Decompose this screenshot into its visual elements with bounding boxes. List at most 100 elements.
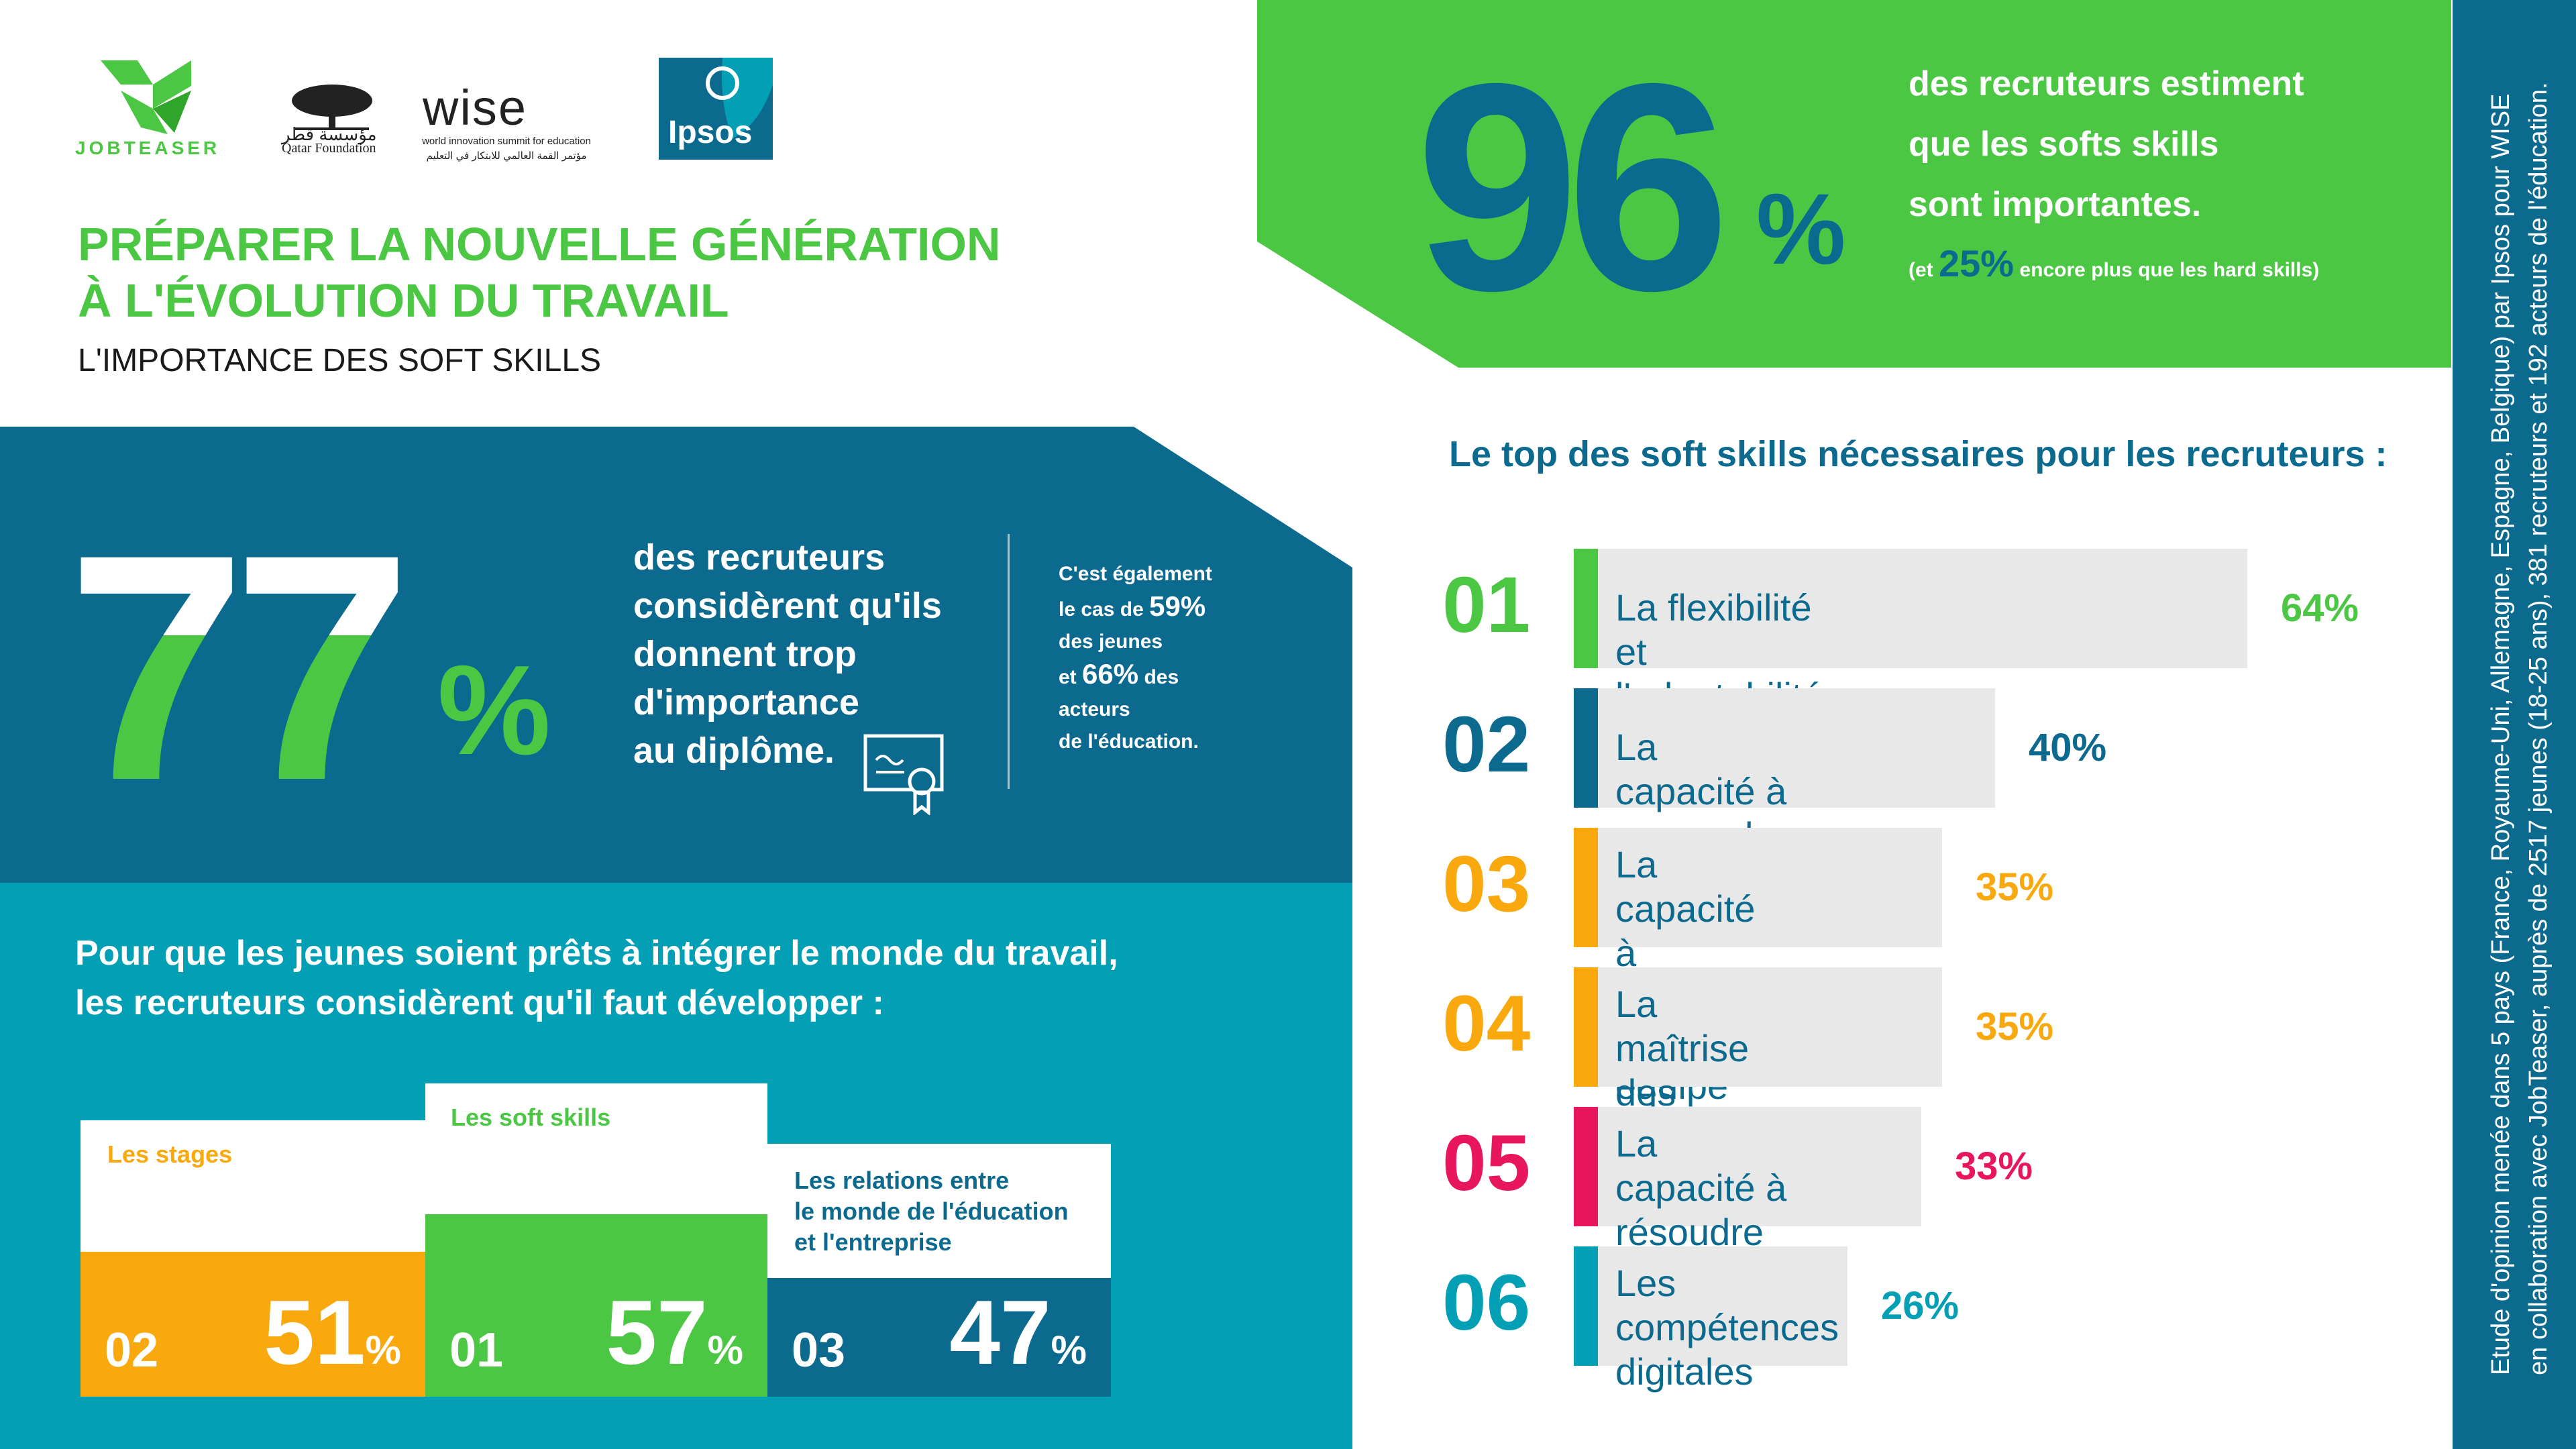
stat-96-note: (et 25% encore plus que les hard skills) xyxy=(1909,241,2319,285)
side-line2: le cas de 59% xyxy=(1059,590,1260,626)
skill-bar xyxy=(1574,1107,1921,1226)
skill-value-label: 35% xyxy=(1976,1005,2054,1049)
skill-label-line1: La capacité à résoudre xyxy=(1615,1122,1787,1253)
develop-card-label: Les relations entre le monde de l'éducat… xyxy=(794,1165,1069,1258)
skills-chart-title: Le top des soft skills nécessaires pour … xyxy=(1449,434,2387,474)
develop-card-number: 47 xyxy=(949,1281,1051,1383)
stat-96-note-prefix: (et xyxy=(1909,259,1933,281)
skill-bar xyxy=(1574,688,1995,808)
stat-77-percent: % xyxy=(437,639,551,782)
stat-96-number: 96 xyxy=(1415,23,1730,352)
develop-card-relations: Les relations entre le monde de l'éducat… xyxy=(767,1144,1111,1397)
page-subtitle: L'IMPORTANCE DES SOFT SKILLS xyxy=(78,343,602,378)
side-line4-c: des xyxy=(1144,666,1179,688)
develop-card-rank: 02 xyxy=(105,1324,159,1377)
develop-card-value: 51% xyxy=(264,1287,401,1378)
develop-card-value: 57% xyxy=(606,1287,743,1378)
develop-card-rank: 01 xyxy=(449,1324,504,1377)
methodology-strip xyxy=(2453,0,2576,1449)
methodology-line1: Etude d'opinion menée dans 5 pays (Franc… xyxy=(2487,93,2515,1375)
skill-value-label: 35% xyxy=(1976,865,2054,909)
develop-title-line2: les recruteurs considèrent qu'il faut dé… xyxy=(75,983,884,1022)
develop-card-label-line3: et l'entreprise xyxy=(794,1228,952,1256)
side-line1: C'est également xyxy=(1059,563,1212,585)
skill-bar-accent xyxy=(1574,688,1598,808)
stat-77-line2: considèrent qu'ils xyxy=(633,586,942,626)
skill-rank: 06 xyxy=(1442,1258,1531,1347)
ipsos-logo-icon xyxy=(659,58,773,160)
qatar-foundation-arabic: مؤسسة قطر xyxy=(282,124,377,144)
develop-card-label-line1: Les relations entre xyxy=(794,1167,1010,1194)
develop-card-rank: 03 xyxy=(792,1324,846,1377)
develop-card-number: 51 xyxy=(264,1281,366,1383)
develop-card-label: Les stages xyxy=(107,1140,233,1168)
develop-card-value: 47% xyxy=(949,1287,1087,1378)
side-line2-value: 59% xyxy=(1149,590,1206,622)
stat-96-note-suffix: encore plus que les hard skills) xyxy=(2019,259,2320,281)
stat-96-note-value: 25% xyxy=(1939,242,2015,284)
skill-value-label: 33% xyxy=(1955,1144,2033,1188)
develop-card-percent-sign: % xyxy=(1051,1328,1087,1373)
skill-label: Les compétences digitales xyxy=(1615,1261,1839,1394)
develop-card-bar: 03 47% xyxy=(767,1278,1111,1397)
skill-bar xyxy=(1574,549,2247,668)
stat-77-number: 77 xyxy=(67,487,412,847)
skill-bar-accent xyxy=(1574,1107,1598,1226)
stat-77-text: des recruteurs considèrent qu'ils donnen… xyxy=(633,533,982,775)
skill-value-label: 26% xyxy=(1881,1284,1960,1328)
develop-card-soft-skills: Les soft skills 01 57% xyxy=(425,1083,767,1397)
qatar-foundation-tree-icon xyxy=(292,85,372,130)
develop-card-number: 57 xyxy=(606,1281,708,1383)
skill-rank: 01 xyxy=(1442,561,1531,649)
side-line6: de l'éducation. xyxy=(1059,731,1199,753)
ipsos-wordmark: Ipsos xyxy=(668,115,753,150)
methodology-line2: en collaboration avec JobTeaser, auprès … xyxy=(2524,82,2553,1376)
stat-96-line2: que les softs skills xyxy=(1909,125,2219,164)
side-line4-a: et xyxy=(1059,666,1077,688)
wise-subtitle: world innovation summit for education مؤ… xyxy=(413,134,600,164)
diploma-icon xyxy=(863,734,944,815)
develop-card-label: Les soft skills xyxy=(451,1104,611,1131)
page-title: PRÉPARER LA NOUVELLE GÉNÉRATION À L'ÉVOL… xyxy=(78,216,1000,329)
stat-77-line1: des recruteurs xyxy=(633,537,885,578)
wise-subtitle-ar: مؤتمر القمة العالمي للابتكار في التعليم xyxy=(426,150,587,162)
side-line2-a: le cas de xyxy=(1059,598,1144,621)
skill-bar xyxy=(1574,828,1942,947)
side-line4: et 66% des xyxy=(1059,658,1260,694)
develop-card-bar: 02 51% xyxy=(80,1252,425,1397)
skill-label-line1: La maîtrise des xyxy=(1615,983,1750,1114)
skill-label-line1: Les compétences xyxy=(1615,1262,1839,1348)
stat-96-text: des recruteurs estiment que les softs sk… xyxy=(1909,54,2378,235)
stat-77-line4: d'importance xyxy=(633,682,859,722)
skill-rank: 04 xyxy=(1442,979,1531,1068)
page-title-line2: À L'ÉVOLUTION DU TRAVAIL xyxy=(78,274,729,327)
jobteaser-logo-icon xyxy=(101,60,191,134)
skill-rank: 03 xyxy=(1442,840,1531,928)
skill-bar-accent xyxy=(1574,967,1598,1087)
page-title-line1: PRÉPARER LA NOUVELLE GÉNÉRATION xyxy=(78,218,1001,270)
skill-rank: 05 xyxy=(1442,1119,1531,1208)
develop-card-percent-sign: % xyxy=(365,1328,401,1373)
skill-bar-accent xyxy=(1574,549,1598,668)
wise-wordmark: wise xyxy=(423,80,528,136)
green-stat-panel xyxy=(1257,0,2451,368)
skill-value-label: 64% xyxy=(2281,586,2359,630)
side-line5: acteurs xyxy=(1059,698,1130,720)
skill-bar-accent xyxy=(1574,1246,1598,1366)
develop-title: Pour que les jeunes soient prêts à intég… xyxy=(75,928,1283,1028)
side-line4-value: 66% xyxy=(1082,658,1139,690)
vertical-divider xyxy=(1008,534,1010,789)
wise-subtitle-en: world innovation summit for education xyxy=(422,136,591,147)
stat-96-percent: % xyxy=(1756,172,1846,285)
methodology-note: Etude d'opinion menée dans 5 pays (Franc… xyxy=(2482,34,2557,1376)
develop-card-bar: 01 57% xyxy=(425,1214,767,1397)
stat-77-side-note: C'est également le cas de 59% des jeunes… xyxy=(1059,558,1260,758)
skill-value-label: 40% xyxy=(2029,726,2107,769)
develop-title-line1: Pour que les jeunes soient prêts à intég… xyxy=(75,934,1118,973)
stat-96-line1: des recruteurs estiment xyxy=(1909,64,2304,103)
develop-card-percent-sign: % xyxy=(707,1328,743,1373)
skill-rank: 02 xyxy=(1442,700,1531,789)
skill-bar xyxy=(1574,967,1942,1087)
stat-77-line5: au diplôme. xyxy=(633,731,835,771)
stat-96-line3: sont importantes. xyxy=(1909,185,2202,224)
